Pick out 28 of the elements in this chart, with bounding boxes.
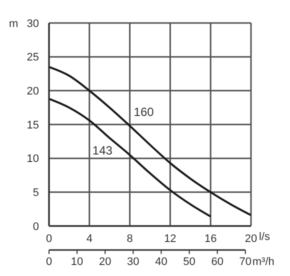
x2-tick-label: 10	[70, 256, 84, 268]
x2-tick-label: 50	[183, 256, 196, 268]
x-tick-label: 4	[86, 232, 92, 245]
series-label: 143	[92, 143, 113, 158]
x2-axis-title: m³/h	[252, 256, 274, 268]
x-tick-label: 8	[126, 232, 133, 245]
y-tick-label: 0	[32, 220, 39, 233]
y-tick-label: 5	[32, 187, 39, 200]
line-series	[49, 98, 212, 218]
y-tick-label: 30	[26, 18, 39, 30]
y-tick-label: 15	[26, 119, 39, 132]
x2-tick-label: 40	[155, 256, 168, 268]
x-tick-label: 16	[204, 232, 217, 245]
x2-tick-label: 30	[127, 256, 140, 268]
x2-tick-label: 70	[239, 256, 252, 268]
y-tick-label: 20	[26, 86, 39, 98]
y-tick-label: 10	[26, 153, 39, 166]
y-axis-title: m	[9, 18, 18, 30]
x2-tick-label: 60	[211, 256, 224, 268]
x-tick-label: 0	[46, 232, 52, 245]
x-tick-label: 20	[244, 232, 258, 245]
y-tick-label: 25	[26, 52, 39, 64]
series-label: 160	[134, 104, 154, 119]
x2-tick-label: 0	[46, 256, 52, 268]
x-axis-title: l/s	[259, 231, 270, 243]
x2-tick-label: 20	[98, 256, 112, 268]
line-series	[49, 66, 251, 216]
x-tick-label: 12	[164, 232, 176, 245]
